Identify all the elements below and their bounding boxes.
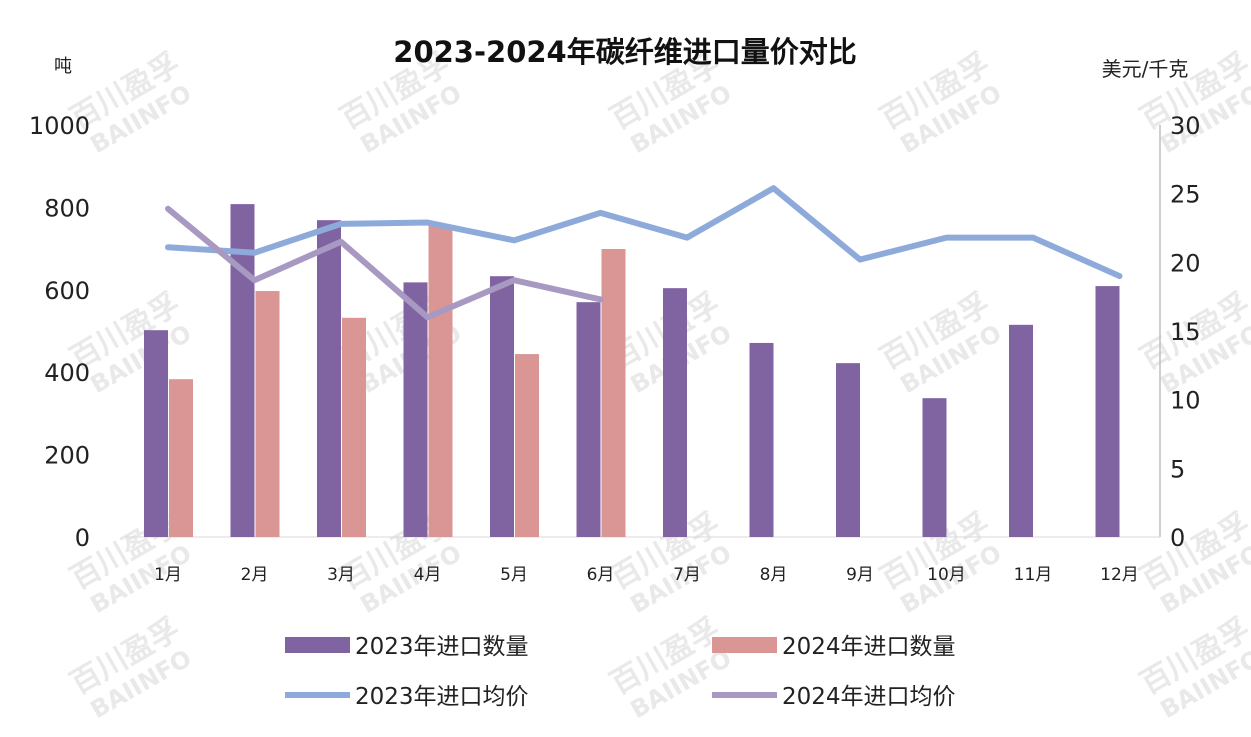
right-tick-label: 10 [1170,387,1201,415]
legend: 2023年进口数量 2024年进口数量 2023年进口均价 2024年进口均价 [285,634,956,710]
bar-2024年进口数量 [342,317,366,537]
bar-2023年进口数量 [317,220,341,537]
bar-2023年进口数量 [576,302,601,537]
x-tick-label: 8月 [760,565,788,585]
bar-2023年进口数量 [922,398,947,537]
left-tick-label: 400 [44,359,90,387]
right-tick-label: 30 [1170,112,1201,140]
x-tick-label: 12月 [1100,565,1139,585]
x-tick-label: 5月 [500,565,528,585]
left-tick-label: 200 [44,442,90,470]
bar-2024年进口数量 [515,354,539,537]
right-tick-label: 5 [1170,455,1185,483]
bar-2024年进口数量 [169,379,193,537]
left-tick-label: 0 [75,524,90,552]
x-tick-label: 1月 [154,565,182,585]
left-tick-label: 600 [44,277,90,305]
bar-2023年进口数量 [490,276,514,537]
chart-title: 2023-2024年碳纤维进口量价对比 [393,35,856,69]
x-tick-label: 3月 [327,565,355,585]
right-tick-label: 0 [1170,524,1185,552]
bar-2023年进口数量 [749,342,774,537]
legend-swatch [712,637,777,653]
bar-2024年进口数量 [601,249,626,537]
bar-2023年进口数量 [144,330,168,537]
bar-2024年进口数量 [255,291,280,537]
line-2024年进口均价 [165,205,604,321]
right-axis-label: 美元/千克 [1102,57,1189,81]
x-tick-label: 6月 [587,565,615,585]
bar-2023年进口数量 [403,282,428,537]
x-tick-label: 9月 [846,565,874,585]
legend-label: 2023年进口数量 [355,634,529,660]
left-axis-label: 吨 [54,56,72,77]
right-tick-label: 15 [1170,318,1201,346]
x-tick-label: 11月 [1014,565,1053,585]
legend-label: 2024年进口均价 [782,684,956,710]
x-tick-label: 4月 [414,565,442,585]
x-tick-label: 10月 [927,565,966,585]
left-tick-label: 1000 [29,112,90,140]
bar-2023年进口数量 [663,288,687,537]
x-tick-label: 7月 [673,565,701,585]
line-2023年进口均价 [165,185,1123,280]
bar-2023年进口数量 [836,363,860,537]
bar-2023年进口数量 [1009,324,1033,537]
bar-2023年进口数量 [1095,286,1120,537]
left-tick-label: 800 [44,194,90,222]
legend-label: 2024年进口数量 [782,634,956,660]
right-tick-label: 20 [1170,249,1201,277]
bar-2024年进口数量 [428,225,453,537]
legend-label: 2023年进口均价 [355,684,529,710]
bar-2023年进口数量 [230,204,255,537]
legend-swatch [285,637,350,653]
right-tick-label: 25 [1170,181,1201,209]
x-tick-label: 2月 [241,565,269,585]
